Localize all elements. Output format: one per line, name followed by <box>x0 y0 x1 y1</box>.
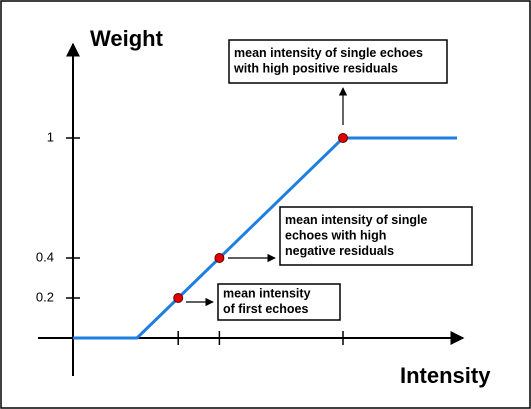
annotation-text: with high positive residuals <box>233 62 398 76</box>
point <box>338 133 348 143</box>
annotation-text: mean intensity of single <box>285 213 427 227</box>
annotation-box <box>279 206 473 266</box>
annotation-text: echoes with high <box>285 228 386 242</box>
point <box>173 293 184 303</box>
x-axis-title: Intensity <box>400 363 491 388</box>
annotation-box <box>228 39 448 84</box>
annotation-text: of first echoes <box>223 302 308 316</box>
y-tick-label: 1 <box>47 129 54 144</box>
annotation-text: mean intensity of single echoes <box>234 46 423 60</box>
annotation-text: negative residuals <box>285 244 394 258</box>
y-tick-label: 0.4 <box>36 249 54 264</box>
point <box>214 253 225 263</box>
weight-line <box>73 136 457 340</box>
y-axis-title: Weight <box>90 26 164 51</box>
annotation-text: mean intensity <box>223 287 311 301</box>
y-tick-label: 0.2 <box>36 289 54 304</box>
annotation-box <box>217 283 341 321</box>
